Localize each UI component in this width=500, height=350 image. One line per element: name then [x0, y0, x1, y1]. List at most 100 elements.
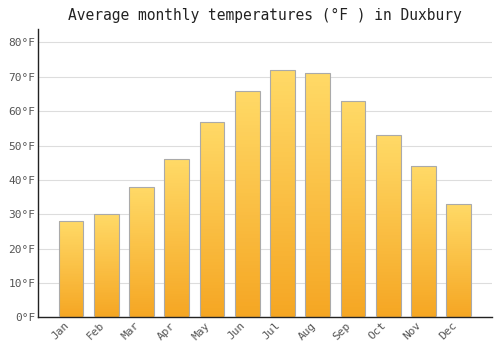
Bar — [94, 290, 118, 292]
Bar — [306, 273, 330, 277]
Bar — [270, 247, 295, 252]
Bar — [58, 311, 84, 313]
Bar — [94, 297, 118, 299]
Bar — [446, 232, 471, 234]
Bar — [411, 232, 436, 234]
Bar — [306, 142, 330, 147]
Bar — [411, 166, 436, 169]
Bar — [129, 304, 154, 307]
Bar — [446, 255, 471, 257]
Bar — [94, 292, 118, 293]
Bar — [58, 290, 84, 292]
Bar — [200, 151, 224, 154]
Bar — [164, 220, 189, 223]
Bar — [235, 212, 260, 215]
Bar — [306, 248, 330, 252]
Bar — [340, 256, 365, 260]
Bar — [411, 302, 436, 305]
Bar — [58, 260, 84, 261]
Bar — [200, 246, 224, 249]
Bar — [129, 313, 154, 315]
Bar — [129, 198, 154, 200]
Bar — [446, 299, 471, 301]
Bar — [411, 277, 436, 280]
Bar — [446, 304, 471, 306]
Bar — [58, 285, 84, 287]
Bar — [411, 285, 436, 287]
Bar — [164, 207, 189, 209]
Bar — [376, 154, 400, 156]
Bar — [58, 316, 84, 317]
Bar — [446, 308, 471, 310]
Bar — [376, 166, 400, 169]
Bar — [58, 242, 84, 244]
Bar — [270, 186, 295, 190]
Bar — [376, 305, 400, 308]
Bar — [235, 234, 260, 238]
Bar — [235, 159, 260, 162]
Bar — [129, 294, 154, 296]
Bar — [129, 263, 154, 265]
Bar — [235, 155, 260, 159]
Bar — [58, 232, 84, 234]
Bar — [376, 260, 400, 263]
Bar — [58, 276, 84, 278]
Bar — [94, 257, 118, 259]
Bar — [446, 217, 471, 219]
Bar — [129, 278, 154, 280]
Bar — [446, 312, 471, 314]
Bar — [306, 102, 330, 106]
Bar — [376, 135, 400, 138]
Bar — [58, 255, 84, 257]
Bar — [306, 204, 330, 208]
Bar — [58, 273, 84, 274]
Bar — [376, 263, 400, 266]
Bar — [306, 191, 330, 195]
Bar — [306, 240, 330, 244]
Bar — [340, 112, 365, 116]
Bar — [200, 190, 224, 194]
Bar — [129, 204, 154, 206]
Bar — [200, 295, 224, 298]
Bar — [376, 169, 400, 172]
Bar — [200, 194, 224, 197]
Bar — [306, 74, 330, 317]
Bar — [129, 222, 154, 224]
Bar — [58, 304, 84, 306]
Bar — [200, 278, 224, 281]
Bar — [235, 238, 260, 242]
Bar — [306, 252, 330, 257]
Bar — [94, 316, 118, 317]
Bar — [129, 206, 154, 209]
Bar — [94, 270, 118, 271]
Bar — [446, 229, 471, 231]
Bar — [164, 204, 189, 207]
Bar — [58, 226, 84, 228]
Bar — [235, 268, 260, 272]
Bar — [129, 187, 154, 317]
Bar — [164, 231, 189, 233]
Bar — [235, 132, 260, 136]
Bar — [129, 246, 154, 248]
Bar — [340, 220, 365, 224]
Bar — [270, 153, 295, 156]
Bar — [306, 216, 330, 220]
Bar — [200, 229, 224, 232]
Bar — [270, 297, 295, 301]
Bar — [200, 259, 224, 262]
Bar — [270, 293, 295, 297]
Bar — [446, 208, 471, 210]
Bar — [94, 304, 118, 306]
Bar — [200, 268, 224, 272]
Bar — [446, 215, 471, 217]
Bar — [58, 292, 84, 293]
Bar — [411, 239, 436, 242]
Bar — [270, 206, 295, 210]
Bar — [306, 155, 330, 159]
Bar — [58, 271, 84, 273]
Bar — [200, 170, 224, 174]
Bar — [411, 176, 436, 179]
Bar — [164, 259, 189, 262]
Bar — [446, 306, 471, 308]
Bar — [270, 86, 295, 91]
